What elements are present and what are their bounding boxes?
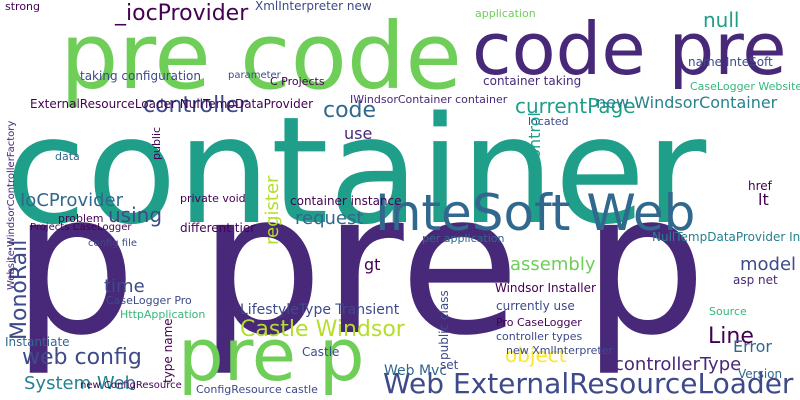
word: container xyxy=(5,85,706,257)
word: container taking xyxy=(483,74,581,88)
word: currently use xyxy=(496,299,575,313)
word: MonoRail xyxy=(7,240,32,340)
word: located xyxy=(528,115,569,128)
word: new WindsorContainer xyxy=(596,93,778,112)
word: register xyxy=(262,175,283,245)
word: Web Mvc xyxy=(384,363,447,379)
word: problem xyxy=(58,212,104,225)
word: time xyxy=(104,276,145,297)
word: new ConfigResource xyxy=(80,380,182,391)
word: Control xyxy=(525,112,544,170)
word: p pre p xyxy=(12,151,707,379)
word: assembly xyxy=(510,254,596,275)
word: Castle Windsor xyxy=(240,317,406,342)
word: ConfigResource castle xyxy=(196,383,318,396)
word: web config xyxy=(22,345,142,370)
word: parameter xyxy=(228,70,282,81)
word: Error xyxy=(733,337,772,356)
word: null xyxy=(703,8,739,32)
word: asp net xyxy=(733,273,778,287)
word: CaseLogger Website xyxy=(690,80,800,93)
word: Line xyxy=(708,324,754,349)
word: C Projects xyxy=(270,75,325,88)
word: use xyxy=(344,124,372,143)
word: Version xyxy=(738,367,782,381)
word: System Web xyxy=(24,373,136,394)
word: controllerType xyxy=(614,354,741,375)
word: type name xyxy=(161,318,175,383)
word: model xyxy=(740,254,796,275)
word: pre p xyxy=(178,313,365,397)
word: config file xyxy=(88,238,137,249)
word: controller types xyxy=(496,330,583,343)
word: data xyxy=(55,150,80,163)
word: Projects CaseLogger xyxy=(30,222,132,233)
word: pre code xyxy=(60,3,462,110)
word: currentPage xyxy=(515,94,636,118)
word: public class xyxy=(437,290,451,360)
word: container instance xyxy=(290,194,402,208)
word: taking configuration xyxy=(80,69,201,83)
word: Instantiate xyxy=(5,335,70,349)
word: _iocProvider xyxy=(114,1,249,26)
word: new XmlInterpreter xyxy=(506,344,613,357)
word: strong xyxy=(5,0,40,13)
word: application xyxy=(475,7,536,20)
word: code xyxy=(323,98,376,123)
word: code pre xyxy=(472,7,787,91)
word: set xyxy=(440,358,459,372)
word: Source xyxy=(709,305,747,318)
word: using xyxy=(108,203,162,227)
word: CaseLogger Pro xyxy=(106,294,192,307)
word: per application xyxy=(422,232,504,245)
word: NullTempDataProvider InteSoft xyxy=(652,230,800,244)
word: Web ExternalResourceLoader xyxy=(383,367,794,400)
word: name InteSoft xyxy=(688,55,773,69)
word: Pro CaseLogger xyxy=(496,316,582,329)
word: IWindsorContainer container xyxy=(350,93,508,106)
word: request xyxy=(295,208,363,229)
word: public xyxy=(150,127,163,160)
word: XmlInterpreter new xyxy=(255,0,372,13)
word: gt xyxy=(364,255,380,274)
word: IoCProvider xyxy=(20,190,124,211)
word: LifestyleType Transient xyxy=(240,302,400,318)
word: Castle xyxy=(302,345,339,359)
word: InteSoft Web xyxy=(375,184,695,242)
word: ExternalResourceLoader NullTempDataProvi… xyxy=(30,97,313,111)
word: controller xyxy=(143,93,249,118)
word: lt xyxy=(758,190,769,209)
word: private void xyxy=(180,192,246,205)
word: Windsor Installer xyxy=(495,281,596,295)
word: href xyxy=(748,179,773,193)
word: object xyxy=(505,343,567,367)
word: Website WindsorControllerFactory xyxy=(6,121,17,290)
word: different tier xyxy=(180,221,255,235)
word: HttpApplication xyxy=(120,308,205,321)
